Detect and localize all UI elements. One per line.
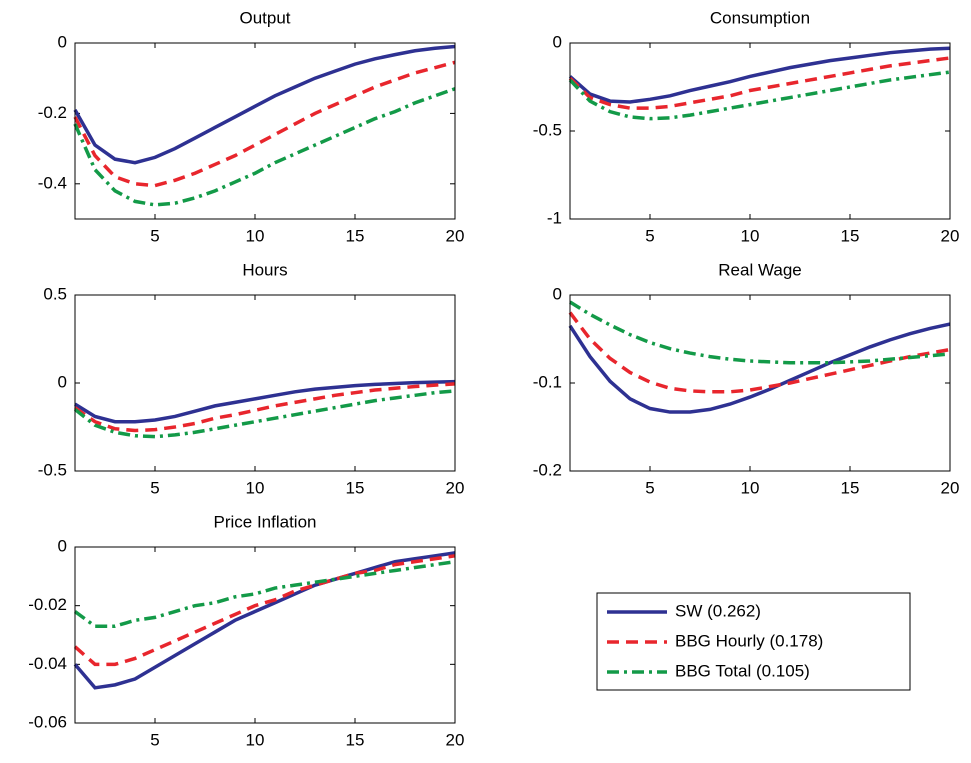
y-tick-label: 0	[58, 536, 67, 555]
y-tick-label: -0.2	[533, 460, 562, 479]
y-tick-label: -0.1	[533, 372, 562, 391]
series-line	[568, 322, 951, 414]
series-line	[73, 559, 456, 628]
x-tick-label: 5	[645, 226, 654, 245]
x-tick-label: 15	[346, 226, 365, 245]
plot-frame	[569, 294, 951, 472]
x-tick-label: 20	[941, 226, 960, 245]
plot-frame	[569, 42, 951, 220]
chart-title: Consumption	[710, 8, 810, 27]
x-tick-label: 10	[741, 478, 760, 497]
x-tick-label: 5	[150, 730, 159, 749]
x-tick-label: 5	[150, 478, 159, 497]
series-line	[73, 551, 456, 690]
x-tick-label: 5	[150, 226, 159, 245]
series-line	[73, 382, 456, 433]
series-line	[73, 389, 456, 439]
x-tick-label: 10	[741, 226, 760, 245]
series-line	[73, 60, 456, 188]
legend-label: BBG Hourly (0.178)	[675, 631, 823, 650]
series-line	[73, 87, 456, 207]
legend-label: SW (0.262)	[675, 601, 761, 620]
y-tick-label: -0.4	[38, 173, 67, 192]
y-tick-label: -0.02	[28, 595, 67, 614]
series-line	[569, 300, 951, 365]
chart-title: Real Wage	[718, 260, 801, 279]
y-tick-label: 0	[553, 32, 562, 51]
series-line	[74, 379, 456, 424]
y-tick-label: 0.5	[43, 284, 67, 303]
x-tick-label: 5	[645, 478, 654, 497]
plot-frame	[74, 294, 456, 472]
plot-frame	[74, 42, 456, 220]
x-tick-label: 15	[841, 478, 860, 497]
series-line	[568, 311, 951, 394]
y-tick-label: 0	[58, 32, 67, 51]
y-tick-label: -0.06	[28, 712, 67, 731]
series-line	[568, 46, 951, 104]
x-tick-label: 20	[941, 478, 960, 497]
x-tick-label: 10	[246, 226, 265, 245]
chart-title: Hours	[242, 260, 287, 279]
series-line	[73, 44, 456, 165]
legend-label: BBG Total (0.105)	[675, 661, 810, 680]
x-tick-label: 15	[346, 730, 365, 749]
y-tick-label: -0.04	[28, 654, 67, 673]
x-tick-label: 20	[446, 730, 465, 749]
x-tick-label: 20	[446, 478, 465, 497]
x-tick-label: 20	[446, 226, 465, 245]
series-line	[568, 56, 951, 110]
series-line	[568, 70, 951, 121]
plot-frame	[74, 546, 456, 724]
y-tick-label: -0.2	[38, 103, 67, 122]
x-tick-label: 10	[246, 730, 265, 749]
x-tick-label: 10	[246, 478, 265, 497]
y-tick-label: -0.5	[38, 460, 67, 479]
x-tick-label: 15	[346, 478, 365, 497]
chart-title: Price Inflation	[214, 512, 317, 531]
series-line	[73, 554, 456, 667]
x-tick-label: 15	[841, 226, 860, 245]
y-tick-label: 0	[553, 284, 562, 303]
y-tick-label: -0.5	[533, 120, 562, 139]
chart-title: Output	[239, 8, 290, 27]
y-tick-label: 0	[58, 372, 67, 391]
y-tick-label: -1	[547, 208, 562, 227]
